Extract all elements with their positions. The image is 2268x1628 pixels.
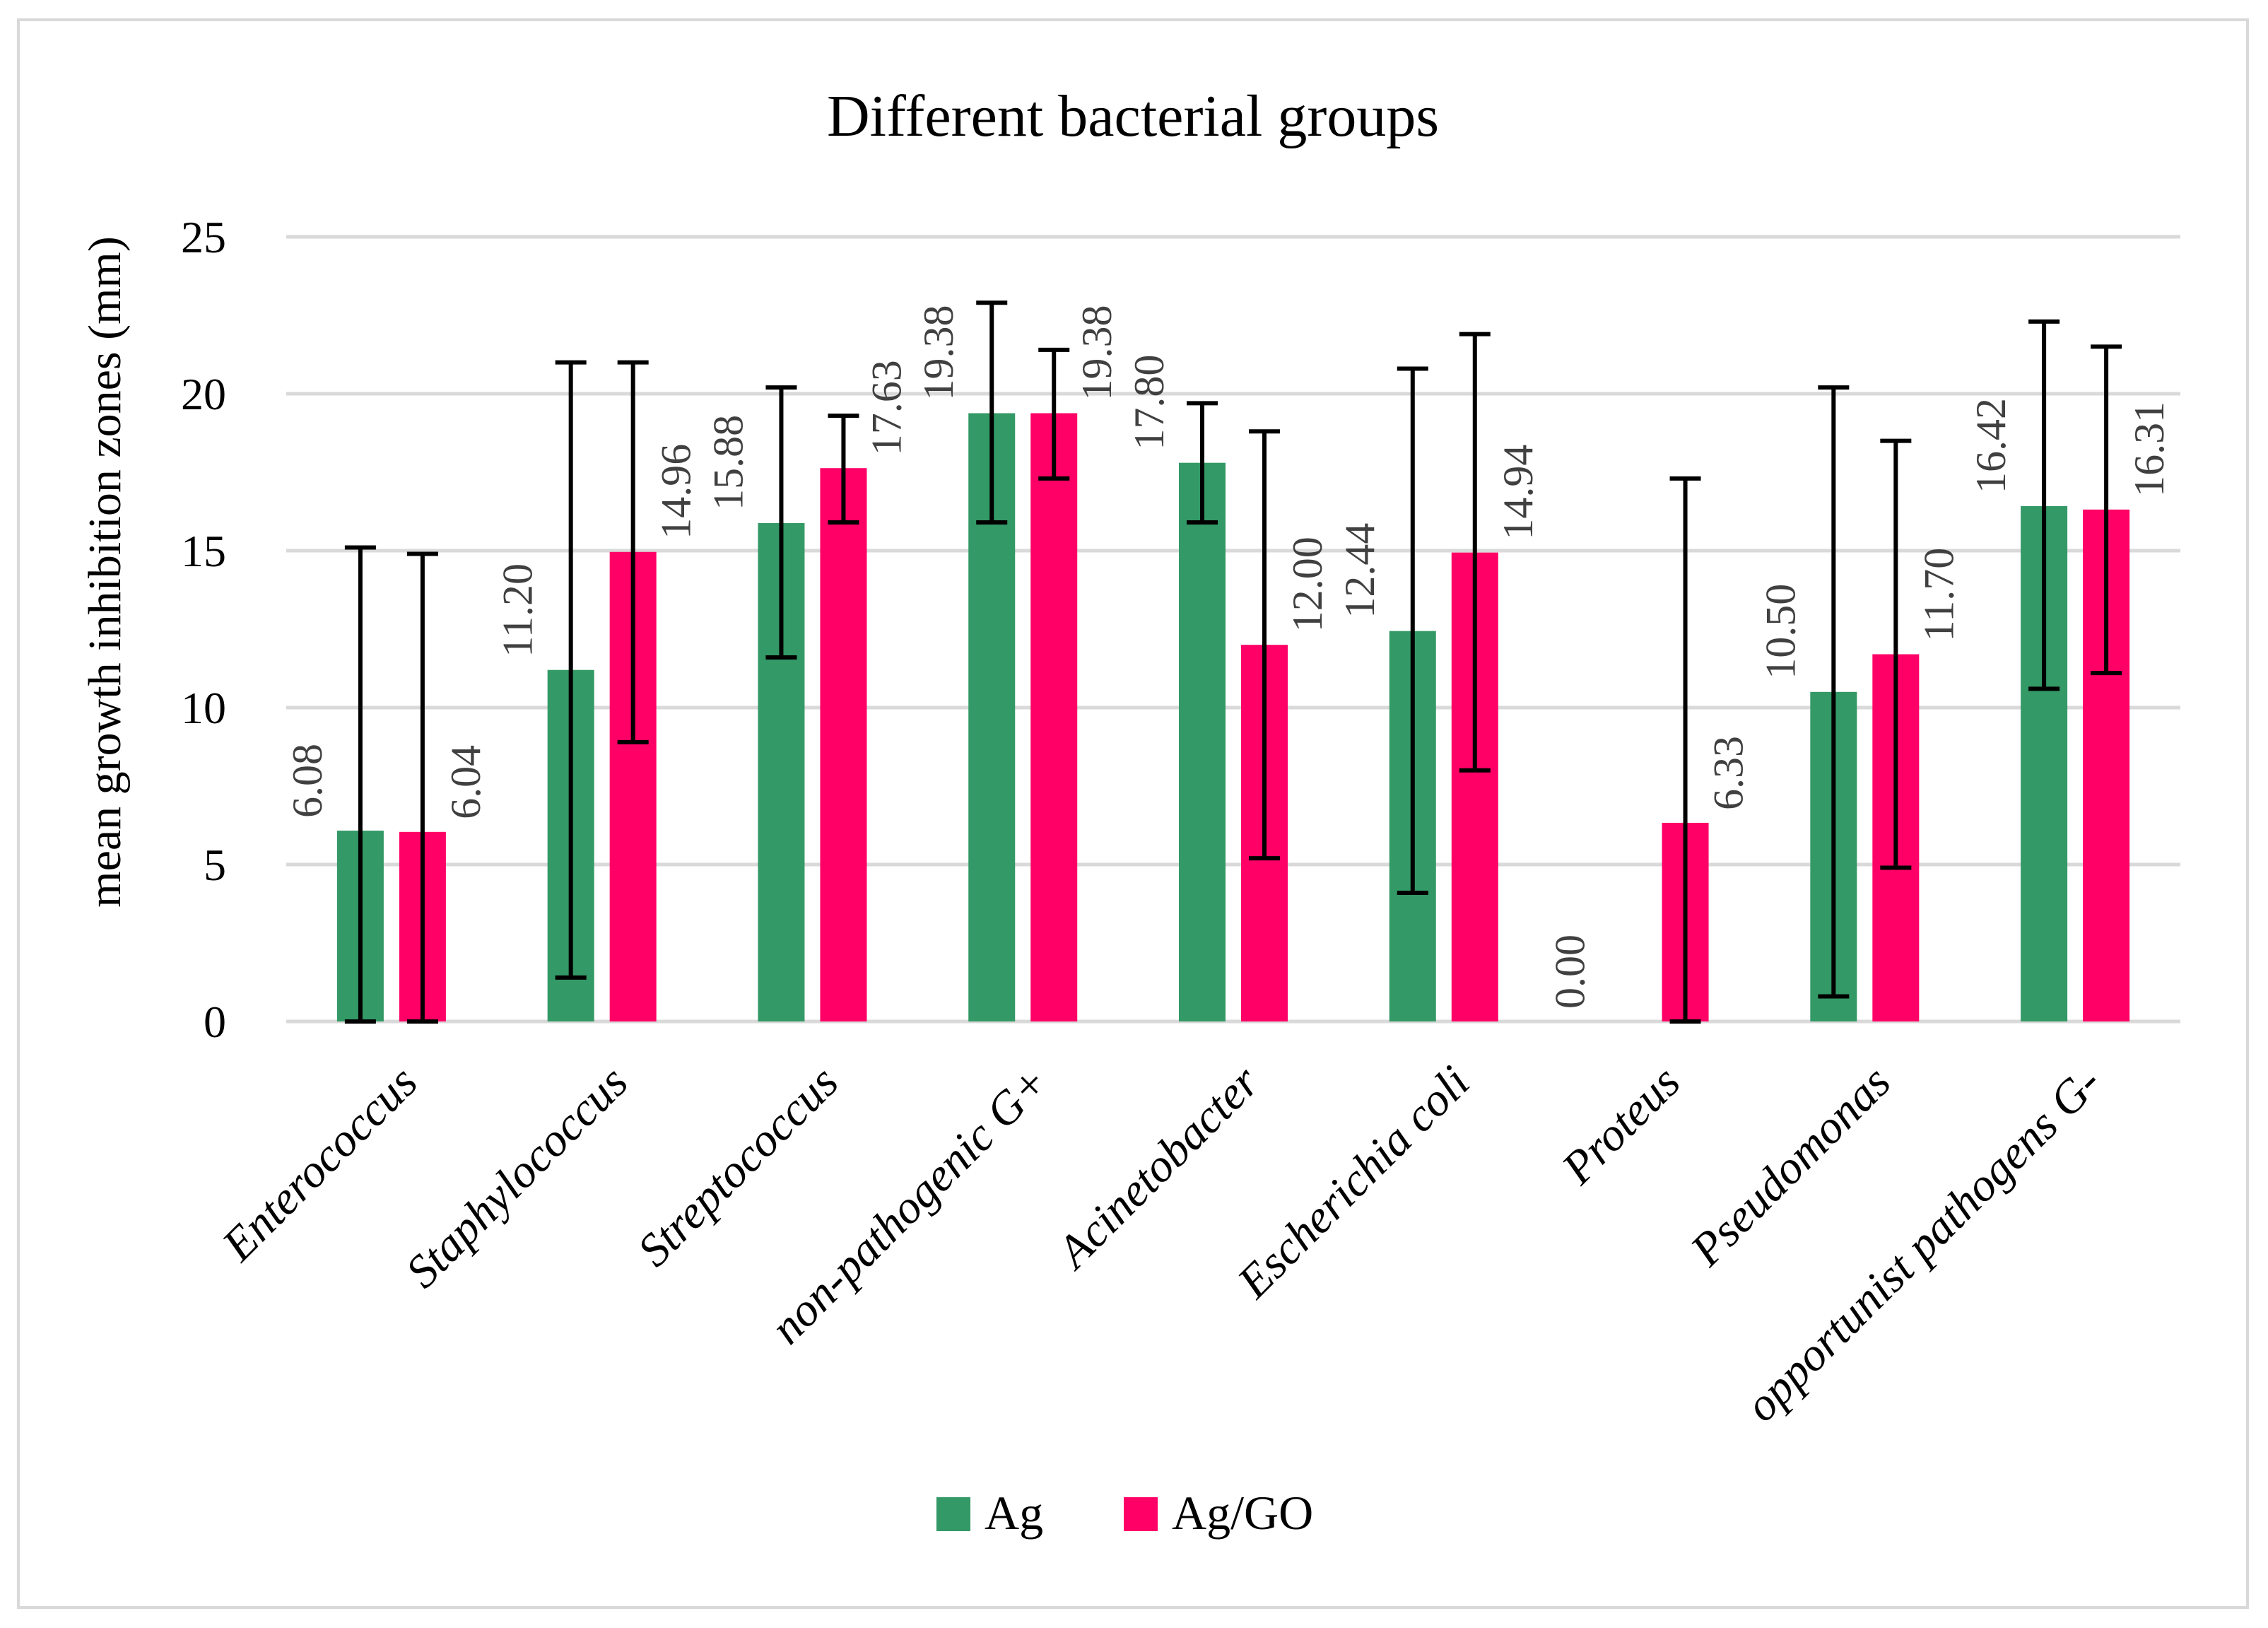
- data-label: 19.38: [1074, 305, 1120, 401]
- bar-ag: [1179, 462, 1226, 1021]
- data-label: 17.63: [863, 360, 910, 455]
- data-labels: 6.0811.2015.8819.3817.8012.440.0010.5016…: [284, 305, 2173, 1009]
- data-label: 10.50: [1757, 584, 1804, 679]
- y-tick-label: 20: [181, 369, 226, 419]
- x-tick-label: Acinetobacter: [1045, 1056, 1269, 1279]
- y-tick-labels: 0 5 10 15 20 25: [181, 212, 226, 1047]
- bar-ag-go: [820, 468, 867, 1021]
- data-label: 16.31: [2126, 402, 2173, 497]
- y-tick-label: 0: [204, 997, 226, 1047]
- data-label: 0.00: [1547, 935, 1594, 1009]
- bar-ag-go: [1030, 413, 1078, 1021]
- legend: Ag Ag/GO: [936, 1486, 1313, 1540]
- y-tick-label: 25: [181, 212, 226, 262]
- y-tick-label: 5: [204, 840, 226, 890]
- legend-label: Ag/GO: [1172, 1486, 1313, 1540]
- data-label: 11.70: [1915, 548, 1962, 642]
- data-label: 6.08: [284, 744, 331, 818]
- x-tick-label: Streptococcus: [628, 1056, 848, 1277]
- legend-label: Ag: [985, 1486, 1043, 1540]
- legend-swatch: [1124, 1497, 1158, 1531]
- data-label: 6.33: [1705, 736, 1752, 810]
- y-axis-title: mean growth inhibition zones (mm): [79, 236, 131, 908]
- x-tick-label: Staphylococcus: [396, 1056, 637, 1298]
- data-label: 14.96: [653, 444, 700, 539]
- data-label: 12.44: [1336, 523, 1383, 619]
- data-label: 15.88: [705, 415, 751, 510]
- x-tick-label: Proteus: [1551, 1056, 1690, 1195]
- data-label: 14.94: [1495, 445, 1541, 540]
- y-tick-label: 10: [181, 683, 226, 733]
- y-tick-label: 15: [181, 526, 226, 576]
- data-label: 16.42: [1968, 398, 2014, 493]
- data-label: 17.80: [1126, 355, 1173, 450]
- legend-swatch: [936, 1497, 970, 1531]
- gridlines: [286, 235, 2180, 1024]
- data-label: 11.20: [495, 563, 541, 657]
- data-label: 6.04: [442, 745, 489, 819]
- bars: [336, 413, 2130, 1021]
- data-label: 12.00: [1284, 537, 1331, 632]
- x-tick-label: Pseudomonas: [1680, 1056, 1900, 1277]
- x-tick-labels: EnterococcusStaphylococcusStreptococcusn…: [212, 1056, 2111, 1432]
- x-tick-label: Enterococcus: [212, 1056, 428, 1272]
- error-bars: [344, 300, 2122, 1024]
- x-tick-label: opportunist pathogens G-: [1735, 1056, 2110, 1431]
- data-label: 19.38: [915, 305, 962, 401]
- chart-title: Different bacterial groups: [827, 83, 1439, 149]
